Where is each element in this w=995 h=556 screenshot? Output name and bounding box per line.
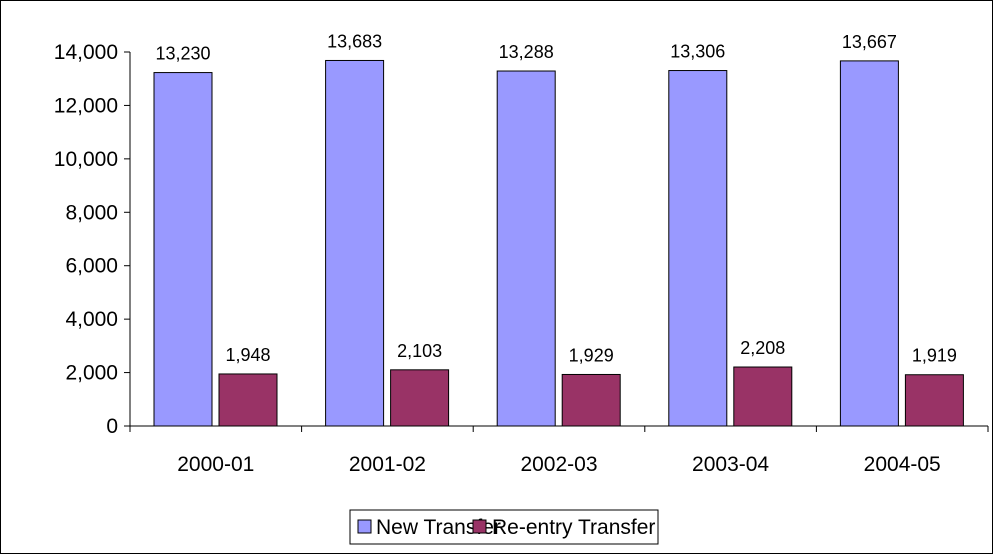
y-tick-label: 10,000 bbox=[54, 148, 118, 171]
data-label: 13,288 bbox=[499, 42, 554, 62]
data-label: 13,230 bbox=[155, 44, 210, 64]
data-label: 13,667 bbox=[842, 32, 897, 52]
bar-new-transfer bbox=[496, 70, 556, 427]
bar-re-entry-transfer bbox=[218, 373, 278, 427]
x-category-label: 2001-02 bbox=[349, 453, 426, 476]
bars bbox=[153, 59, 964, 427]
y-tick-label: 12,000 bbox=[54, 94, 118, 117]
data-label: 13,683 bbox=[327, 31, 382, 51]
data-label: 2,208 bbox=[740, 338, 785, 358]
legend-box bbox=[349, 509, 659, 545]
data-label: 1,919 bbox=[912, 346, 957, 366]
bar-re-entry-transfer bbox=[390, 369, 450, 427]
bar-re-entry-transfer bbox=[561, 373, 621, 427]
bar-new-transfer bbox=[839, 60, 899, 427]
data-label: 13,306 bbox=[670, 42, 725, 62]
x-category-label: 2002-03 bbox=[520, 453, 597, 476]
labels: 13,230 1,948 2000-01 13,683 2,103 2001-02 13,2… bbox=[155, 31, 956, 476]
x-category-label: 2003-04 bbox=[692, 453, 769, 476]
legend-label: New Transfer bbox=[376, 516, 501, 539]
x-category-label: 2000-01 bbox=[177, 453, 254, 476]
legend-label: Re-entry Transfer bbox=[492, 516, 655, 539]
data-label: 2,103 bbox=[397, 341, 442, 361]
data-label: 1,948 bbox=[225, 345, 270, 365]
y-tick-label: 14,000 bbox=[54, 41, 118, 64]
bar-new-transfer bbox=[325, 59, 385, 427]
legend-swatch bbox=[472, 519, 487, 534]
y-tick-label: 4,000 bbox=[65, 308, 118, 331]
x-category-label: 2004-05 bbox=[864, 453, 941, 476]
data-label: 1,929 bbox=[569, 345, 614, 365]
bar-new-transfer bbox=[153, 72, 213, 427]
bar-re-entry-transfer bbox=[904, 374, 964, 427]
y-tick-label: 0 bbox=[106, 415, 118, 438]
bar-new-transfer bbox=[668, 70, 728, 427]
bar-re-entry-transfer bbox=[733, 366, 793, 427]
y-tick-label: 6,000 bbox=[65, 255, 118, 278]
legend-swatch bbox=[357, 519, 372, 534]
y-tick-label: 2,000 bbox=[65, 362, 118, 385]
y-tick-label: 8,000 bbox=[65, 201, 118, 224]
